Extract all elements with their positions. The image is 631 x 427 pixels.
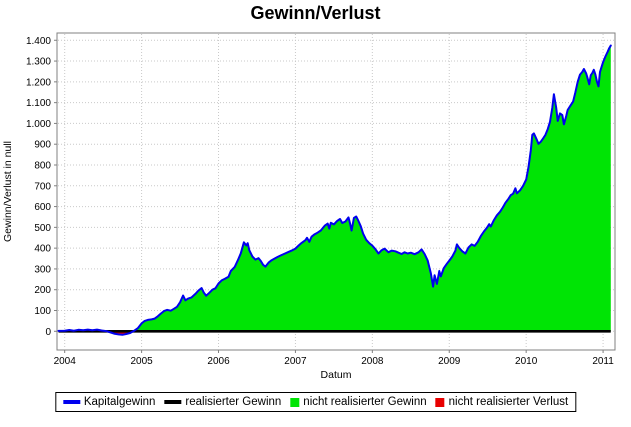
y-tick-label: 1.100 xyxy=(26,98,51,109)
y-axis-title: Gewinn/Verlust in null xyxy=(2,141,14,242)
x-tick-label: 2007 xyxy=(284,356,307,367)
chart-legend: Kapitalgewinn realisierter Gewinn nicht re… xyxy=(54,392,577,412)
y-tick-label: 300 xyxy=(34,264,51,275)
x-tick-label: 2004 xyxy=(54,356,77,367)
x-tick-label: 2010 xyxy=(515,356,538,367)
legend-label: Kapitalgewinn xyxy=(83,396,156,408)
capital-gain-line xyxy=(57,44,612,336)
x-axis-title: Datum xyxy=(321,369,352,381)
legend-label: nicht realisierter Verlust xyxy=(448,396,569,408)
y-tick-label: 400 xyxy=(34,244,51,255)
y-tick-label: 600 xyxy=(34,202,51,213)
y-tick-label: 900 xyxy=(34,140,51,151)
y-tick-label: 1.000 xyxy=(26,119,51,130)
legend-item: realisierter Gewinn xyxy=(164,396,281,408)
y-tick-label: 800 xyxy=(34,160,51,171)
legend-swatch-square xyxy=(435,397,445,407)
y-tick-label: 1.300 xyxy=(26,57,51,68)
y-tick-label: 200 xyxy=(34,285,51,296)
legend-label: realisierter Gewinn xyxy=(185,396,282,408)
x-tick-label: 2008 xyxy=(361,356,384,367)
legend-swatch-line xyxy=(62,400,80,404)
legend-item: nicht realisierter Verlust xyxy=(435,396,569,408)
legend-swatch-line xyxy=(164,400,182,404)
y-tick-label: 700 xyxy=(34,181,51,192)
y-tick-label: 1.200 xyxy=(26,77,51,88)
x-tick-label: 2011 xyxy=(592,356,614,367)
legend-item: Kapitalgewinn xyxy=(62,396,156,408)
legend-swatch-square xyxy=(290,397,300,407)
legend-label: nicht realisierter Gewinn xyxy=(303,396,427,408)
unrealized-gain-area xyxy=(58,45,611,332)
x-tick-label: 2009 xyxy=(438,356,461,367)
y-tick-label: 0 xyxy=(45,327,51,338)
y-tick-label: 100 xyxy=(34,306,51,317)
chart-title: Gewinn/Verlust xyxy=(250,3,381,23)
legend-item: nicht realisierter Gewinn xyxy=(290,396,427,408)
x-tick-label: 2006 xyxy=(207,356,230,367)
y-tick-label: 500 xyxy=(34,223,51,234)
y-tick-label: 1.400 xyxy=(26,36,51,47)
x-tick-label: 2005 xyxy=(130,356,153,367)
